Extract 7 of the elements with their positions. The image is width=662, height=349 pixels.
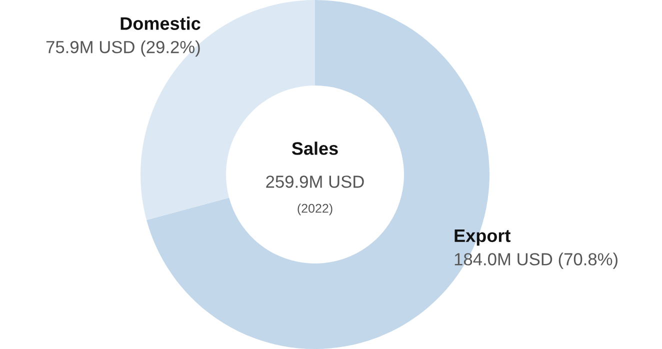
slice-label: Domestic bbox=[120, 16, 200, 30]
data-label: 184.0M USD (70.8%) bbox=[454, 252, 618, 269]
text: Sales bbox=[292, 142, 338, 155]
data-label: 75.9M USD (29.2%) bbox=[46, 40, 200, 57]
slice-label: Export bbox=[454, 230, 511, 246]
text: (2022) bbox=[298, 204, 332, 216]
text: 259.9M USD bbox=[266, 176, 364, 188]
